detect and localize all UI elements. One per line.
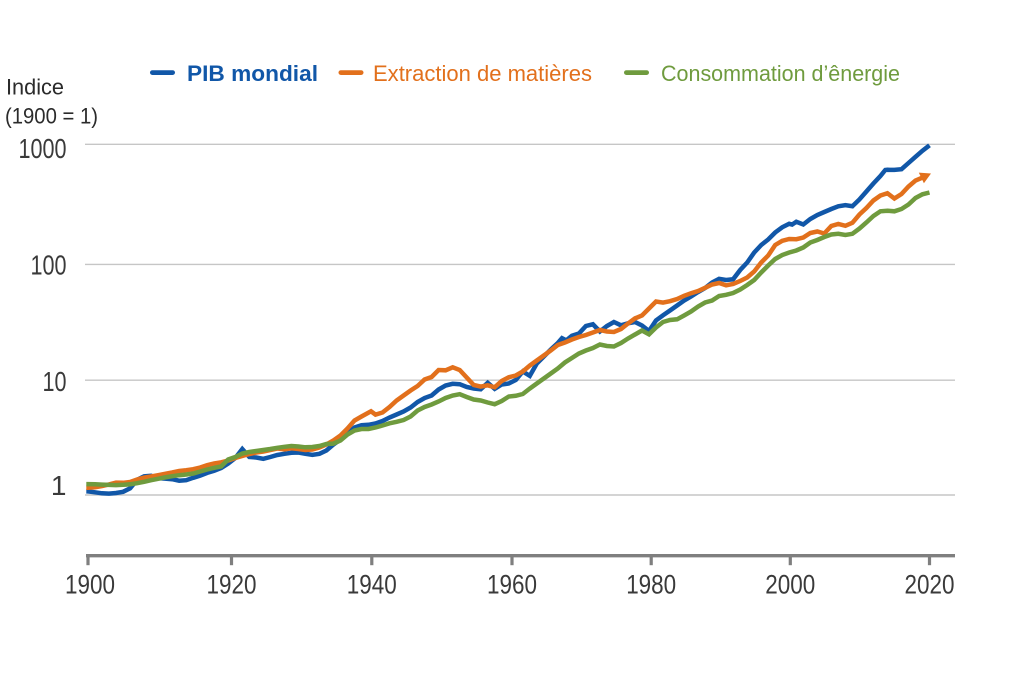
svg-text:2020: 2020 xyxy=(905,569,955,599)
svg-text:100: 100 xyxy=(31,249,67,280)
svg-text:PIB mondial: PIB mondial xyxy=(187,61,318,86)
svg-text:1960: 1960 xyxy=(487,569,537,599)
svg-text:1980: 1980 xyxy=(626,569,676,599)
svg-text:1940: 1940 xyxy=(347,569,397,599)
svg-text:10: 10 xyxy=(43,366,67,397)
svg-text:1000: 1000 xyxy=(19,133,67,164)
svg-text:1: 1 xyxy=(51,470,67,501)
svg-text:1900: 1900 xyxy=(65,569,115,599)
svg-text:2000: 2000 xyxy=(765,569,815,599)
svg-text:Indice: Indice xyxy=(6,75,64,100)
svg-text:(1900 = 1): (1900 = 1) xyxy=(5,104,98,129)
svg-text:Extraction de matières: Extraction de matières xyxy=(373,61,592,86)
svg-text:1920: 1920 xyxy=(207,569,257,599)
svg-text:Consommation d’ênergie: Consommation d’ênergie xyxy=(661,61,900,86)
